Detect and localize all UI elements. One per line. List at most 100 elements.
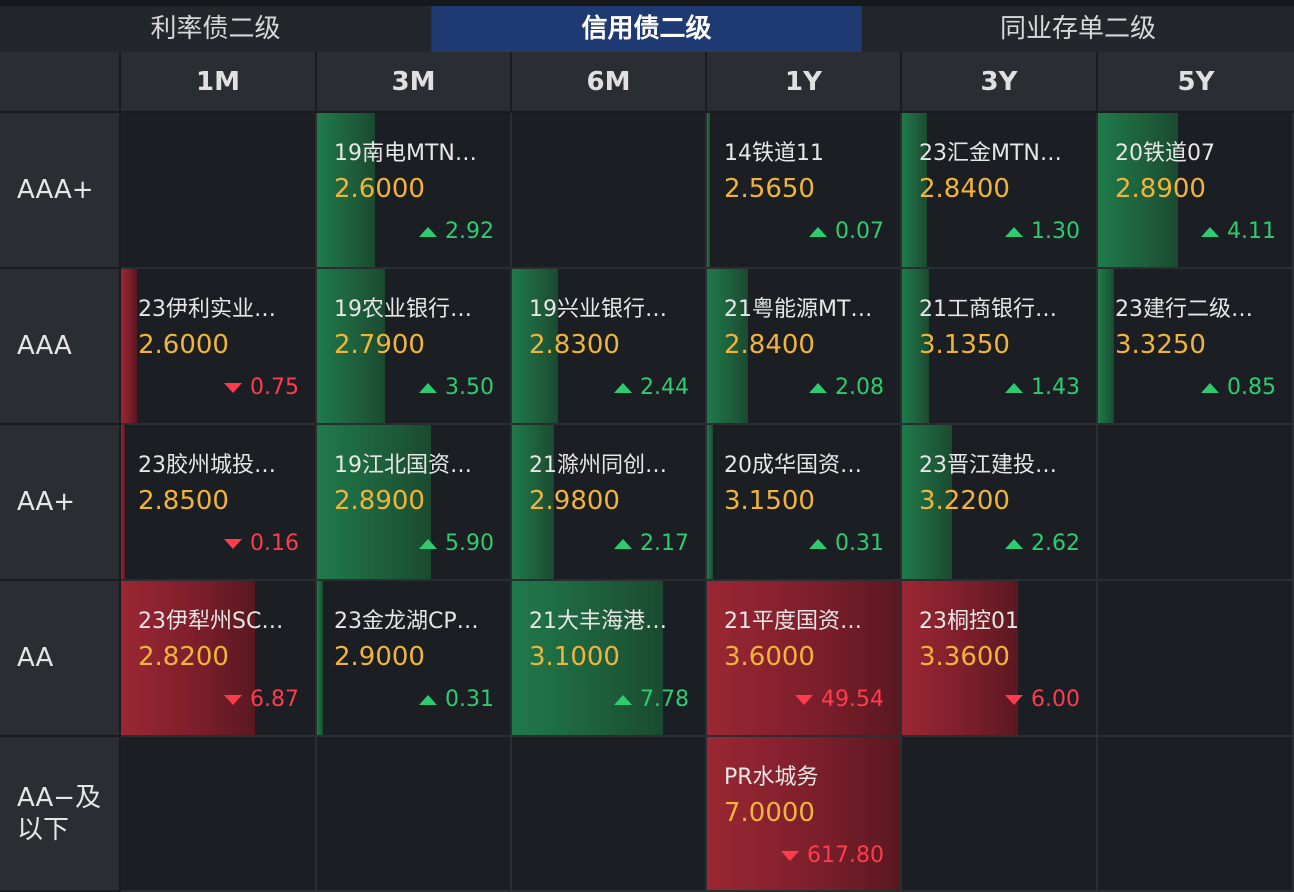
- tab-credit-bonds[interactable]: 信用债二级: [432, 6, 862, 52]
- change-heat-bar: [1098, 269, 1114, 423]
- bond-cell[interactable]: 21大丰海港… 3.1000 7.78: [512, 581, 707, 737]
- change-heat-bar: [707, 425, 713, 579]
- bond-yield: 7.0000: [724, 798, 815, 828]
- bond-cell[interactable]: 14铁道11 2.5650 0.07: [707, 113, 902, 269]
- change-heat-bar: [707, 113, 710, 267]
- bond-yield: 2.8300: [529, 330, 620, 360]
- bp-change-value: 2.62: [1031, 531, 1080, 556]
- bond-name: 23金龙湖CP…: [334, 609, 479, 634]
- bond-cell[interactable]: 20成华国资… 3.1500 0.31: [707, 425, 902, 581]
- triangle-up-icon: [614, 694, 633, 705]
- triangle-up-icon: [809, 538, 828, 549]
- bond-cell[interactable]: 23伊犁州SC… 2.8200 6.87: [121, 581, 317, 737]
- bond-name: 21粤能源MT…: [724, 297, 873, 322]
- bp-change: 0.75: [224, 375, 299, 400]
- triangle-down-icon: [781, 850, 800, 861]
- bond-cell[interactable]: 20铁道07 2.8900 4.11: [1098, 113, 1294, 269]
- bond-cell[interactable]: 21粤能源MT… 2.8400 2.08: [707, 269, 902, 425]
- bond-cell[interactable]: 21平度国资… 3.6000 49.54: [707, 581, 902, 737]
- triangle-down-icon: [224, 694, 243, 705]
- bond-name: 23建行二级…: [1115, 297, 1253, 322]
- bp-change: 5.90: [419, 531, 494, 556]
- bond-cell[interactable]: 21工商银行… 3.1350 1.43: [902, 269, 1098, 425]
- triangle-up-icon: [419, 382, 438, 393]
- bond-cell[interactable]: 19兴业银行… 2.8300 2.44: [512, 269, 707, 425]
- triangle-up-icon: [419, 538, 438, 549]
- bp-change-value: 2.44: [640, 375, 689, 400]
- change-heat-bar: [902, 581, 1018, 735]
- row-label-rating: AAA+: [0, 113, 121, 269]
- change-heat-bar: [902, 269, 929, 423]
- bond-name: 20铁道07: [1115, 141, 1215, 166]
- bond-name: 21平度国资…: [724, 609, 862, 634]
- change-heat-bar: [317, 425, 431, 579]
- tab-rate-bonds[interactable]: 利率债二级: [0, 6, 432, 52]
- change-heat-bar: [121, 269, 137, 423]
- bond-name: 23胶州城投…: [138, 453, 276, 478]
- empty-cell: [317, 737, 512, 892]
- bond-yield: 3.3250: [1115, 330, 1206, 360]
- bond-cell[interactable]: 23伊利实业… 2.6000 0.75: [121, 269, 317, 425]
- row-label-rating: AA+: [0, 425, 121, 581]
- bp-change-value: 0.31: [445, 687, 494, 712]
- bond-name: 19南电MTN…: [334, 141, 477, 166]
- bond-cell[interactable]: 19农业银行… 2.7900 3.50: [317, 269, 512, 425]
- bp-change: 2.62: [1005, 531, 1080, 556]
- change-heat-bar: [707, 269, 748, 423]
- top-strip: [0, 0, 1294, 6]
- empty-cell: [1098, 737, 1294, 892]
- change-heat-bar: [317, 113, 375, 267]
- empty-cell: [902, 737, 1098, 892]
- change-heat-bar: [707, 581, 900, 735]
- triangle-up-icon: [614, 538, 633, 549]
- bp-change: 6.87: [224, 687, 299, 712]
- bond-name: 20成华国资…: [724, 453, 862, 478]
- change-heat-bar: [902, 113, 927, 267]
- bond-name: 23伊利实业…: [138, 297, 276, 322]
- empty-cell: [512, 737, 707, 892]
- bond-cell[interactable]: 23建行二级… 3.3250 0.85: [1098, 269, 1294, 425]
- bond-yield: 2.8400: [724, 330, 815, 360]
- bond-cell[interactable]: PR水城务 7.0000 617.80: [707, 737, 902, 892]
- bond-cell[interactable]: 23汇金MTN… 2.8400 1.30: [902, 113, 1098, 269]
- bond-cell[interactable]: 23晋江建投… 3.2200 2.62: [902, 425, 1098, 581]
- change-heat-bar: [707, 737, 900, 890]
- bond-name: 21工商银行…: [919, 297, 1057, 322]
- bond-yield: 2.8900: [1115, 174, 1206, 204]
- bp-change-value: 617.80: [807, 843, 884, 868]
- tab-ncd[interactable]: 同业存单二级: [999, 14, 1156, 44]
- change-heat-bar: [1098, 113, 1178, 267]
- bp-change: 0.31: [809, 531, 884, 556]
- bond-yield: 2.6000: [138, 330, 229, 360]
- bp-change: 2.92: [419, 219, 494, 244]
- bp-change: 2.44: [614, 375, 689, 400]
- bp-change: 0.07: [809, 219, 884, 244]
- bond-cell[interactable]: 19江北国资… 2.8900 5.90: [317, 425, 512, 581]
- bond-name: 23晋江建投…: [919, 453, 1057, 478]
- bond-cell[interactable]: 23胶州城投… 2.8500 0.16: [121, 425, 317, 581]
- bp-change-value: 3.50: [445, 375, 494, 400]
- bp-change-value: 0.75: [250, 375, 299, 400]
- change-heat-bar: [512, 581, 663, 735]
- bp-change-value: 1.43: [1031, 375, 1080, 400]
- bp-change: 0.16: [224, 531, 299, 556]
- bond-cell[interactable]: 23金龙湖CP… 2.9000 0.31: [317, 581, 512, 737]
- bond-cell[interactable]: 23桐控01 3.3600 6.00: [902, 581, 1098, 737]
- bond-yield: 2.8900: [334, 486, 425, 516]
- bond-yield: 2.9000: [334, 642, 425, 672]
- bond-yield: 2.8500: [138, 486, 229, 516]
- bond-name: 21大丰海港…: [529, 609, 667, 634]
- bond-yield: 2.8400: [919, 174, 1010, 204]
- bp-change: 4.11: [1201, 219, 1276, 244]
- bond-name: 19兴业银行…: [529, 297, 667, 322]
- change-heat-bar: [317, 269, 385, 423]
- change-heat-bar: [121, 581, 255, 735]
- triangle-down-icon: [795, 694, 814, 705]
- bond-yield: 3.1000: [529, 642, 620, 672]
- bp-change-value: 2.17: [640, 531, 689, 556]
- bond-yield: 3.6000: [724, 642, 815, 672]
- bond-cell[interactable]: 19南电MTN… 2.6000 2.92: [317, 113, 512, 269]
- triangle-up-icon: [809, 382, 828, 393]
- bond-cell[interactable]: 21滁州同创… 2.9800 2.17: [512, 425, 707, 581]
- bp-change: 2.17: [614, 531, 689, 556]
